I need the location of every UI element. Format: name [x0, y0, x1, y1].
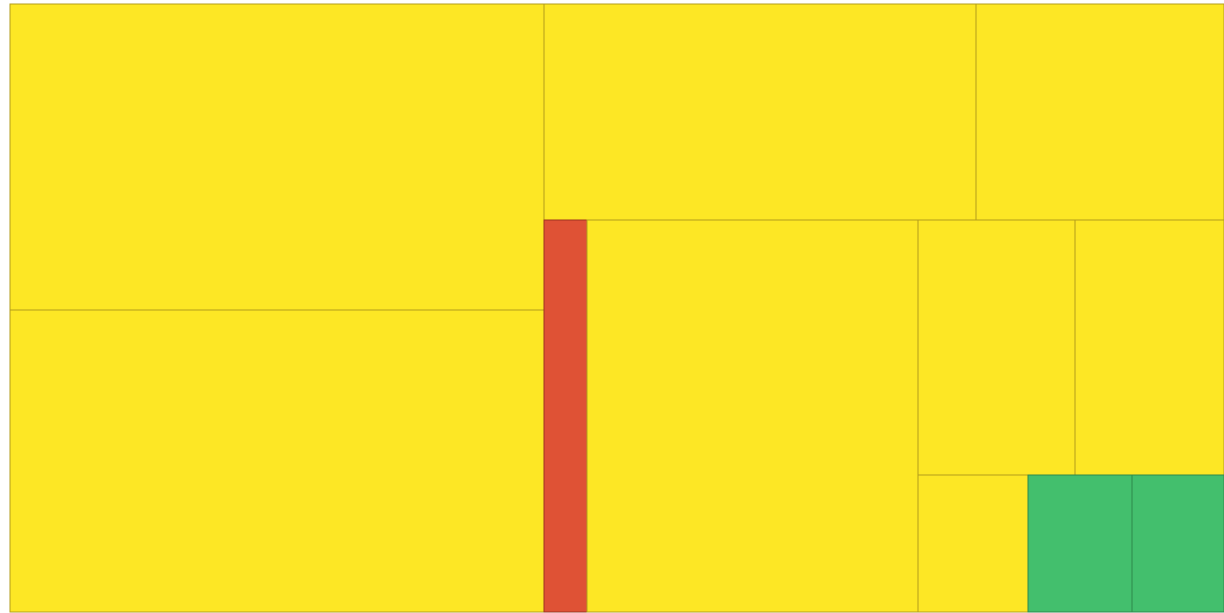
treemap-tile-9: [917, 474, 1029, 613]
treemap-tile-11: [1131, 474, 1224, 613]
treemap-tile-7: [917, 219, 1076, 476]
treemap-tile-5: [543, 219, 588, 613]
treemap-tile-3: [543, 3, 977, 221]
treemap-tile-4: [975, 3, 1224, 221]
treemap-tile-1: [9, 3, 545, 311]
treemap-tile-2: [9, 309, 545, 613]
treemap-tile-10: [1027, 474, 1133, 613]
treemap-tile-6: [586, 219, 919, 613]
treemap-tile-8: [1074, 219, 1224, 476]
treemap-tiles: [9, 3, 1224, 613]
